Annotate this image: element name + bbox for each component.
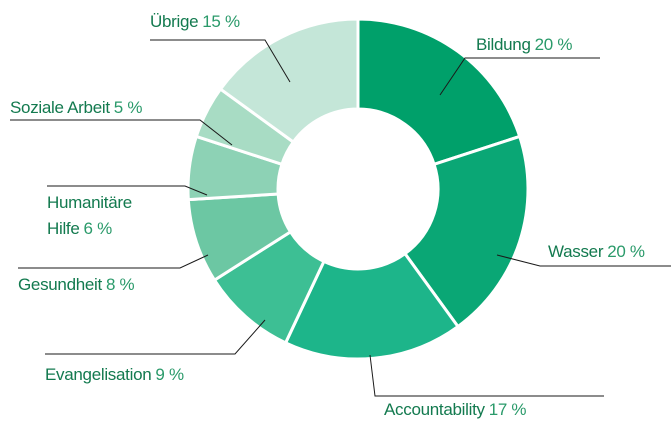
category-name: Bildung (476, 35, 531, 54)
category-name: Gesundheit (18, 275, 102, 294)
category-name: Evangelisation (45, 365, 152, 384)
category-name: Wasser (548, 242, 604, 261)
value-label: 20 % (534, 35, 573, 54)
donut-slice (356, 17, 522, 167)
slice-label: Humanitäre Hilfe 6 % (47, 190, 147, 242)
slice-label: Übrige 15 % (150, 9, 240, 35)
leader-line (496, 254, 671, 267)
slice-label: Accountability 17 % (384, 397, 527, 423)
value-label: 15 % (202, 12, 240, 31)
value-label: 8 % (105, 275, 135, 294)
value-label: 9 % (155, 365, 184, 384)
slice-label: Gesundheit 8 % (18, 272, 135, 298)
slice-label: Bildung 20 % (476, 32, 572, 58)
leader-line (47, 185, 208, 196)
donut-slice (283, 251, 461, 361)
value-label: 17 % (488, 400, 527, 419)
category-name: Soziale Arbeit (10, 98, 110, 117)
category-name: Humanitäre Hilfe (47, 193, 132, 238)
leader-line (369, 354, 604, 397)
leader-line (45, 319, 266, 355)
donut-slice (402, 134, 530, 329)
category-name: Übrige (150, 12, 199, 31)
category-name: Accountability (384, 400, 485, 419)
slice-label: Soziale Arbeit 5 % (10, 95, 142, 121)
leader-line (18, 254, 209, 269)
leader-line (439, 57, 600, 96)
value-label: 20 % (607, 242, 645, 261)
slice-label: Wasser 20 % (548, 239, 645, 265)
leader-line (10, 119, 233, 146)
leader-line (150, 39, 291, 83)
slice-label: Evangelisation 9 % (45, 362, 184, 388)
value-label: 6 % (83, 219, 113, 238)
value-label: 5 % (113, 98, 143, 117)
